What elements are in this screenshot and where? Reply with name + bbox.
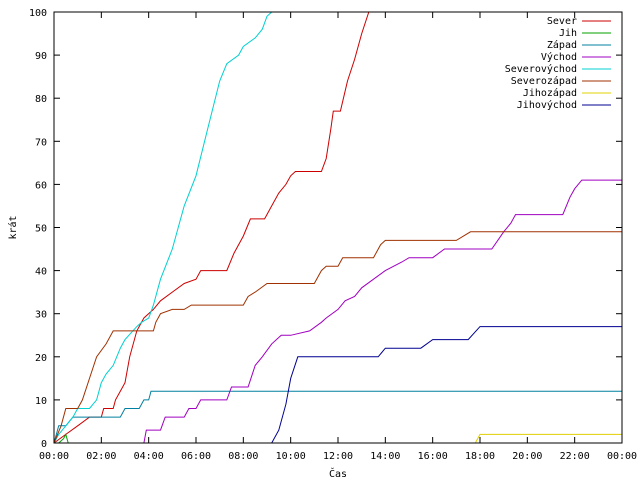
x-tick-label: 10:00: [276, 451, 306, 462]
x-axis-label: Čas: [329, 467, 347, 480]
y-tick-label: 0: [41, 439, 47, 450]
x-tick-label: 22:00: [560, 451, 590, 462]
x-tick-label: 14:00: [370, 451, 400, 462]
series-line-4: [53, 11, 273, 444]
y-tick-label: 20: [35, 353, 47, 364]
y-tick-label: 70: [35, 137, 47, 148]
x-tick-label: 00:00: [39, 451, 69, 462]
y-tick-label: 50: [35, 224, 47, 235]
y-tick-label: 10: [35, 396, 47, 407]
legend-label: Sever: [547, 16, 577, 27]
series-layer: [53, 11, 622, 444]
series-line-3: [143, 179, 622, 444]
legend-label: Východ: [541, 51, 577, 63]
y-axis-label: krát: [7, 215, 19, 239]
series-line-6: [468, 433, 622, 444]
y-tick-label: 30: [35, 310, 47, 321]
x-tick-label: 18:00: [465, 451, 495, 462]
x-tick-label: 02:00: [86, 451, 116, 462]
y-tick-label: 40: [35, 267, 47, 278]
legend-label: Západ: [547, 39, 577, 51]
x-tick-label: 06:00: [181, 451, 211, 462]
plot-frame: [53, 11, 623, 444]
x-tick-label: 20:00: [512, 451, 542, 462]
legend-label: Severovýchod: [505, 63, 577, 75]
ticks-layer: 00:00 02:00 04:00 06:00 08:00 10:00 12:00 14:00…: [29, 8, 637, 462]
y-tick-label: 100: [29, 8, 47, 19]
y-tick-label: 60: [35, 180, 47, 191]
legend-label: Severozápad: [511, 75, 577, 87]
legend-label: Jihovýchod: [517, 99, 577, 111]
series-line-1: [58, 433, 69, 444]
legend-label: Jih: [559, 28, 577, 39]
series-line-2: [53, 390, 622, 444]
x-tick-label: 12:00: [323, 451, 353, 462]
y-tick-label: 90: [35, 51, 47, 62]
x-tick-label: 08:00: [228, 451, 258, 462]
y-tick-label: 80: [35, 94, 47, 105]
legend-label: Jihozápad: [523, 87, 577, 99]
x-tick-label: 04:00: [134, 451, 164, 462]
x-tick-label: 00:00: [607, 451, 637, 462]
legend: SeverJihZápadVýchodSeverovýchodSeverozáp…: [505, 16, 611, 111]
series-line-7: [271, 326, 622, 444]
series-line-5: [53, 231, 622, 444]
series-line-0: [53, 11, 374, 444]
x-tick-label: 16:00: [418, 451, 448, 462]
